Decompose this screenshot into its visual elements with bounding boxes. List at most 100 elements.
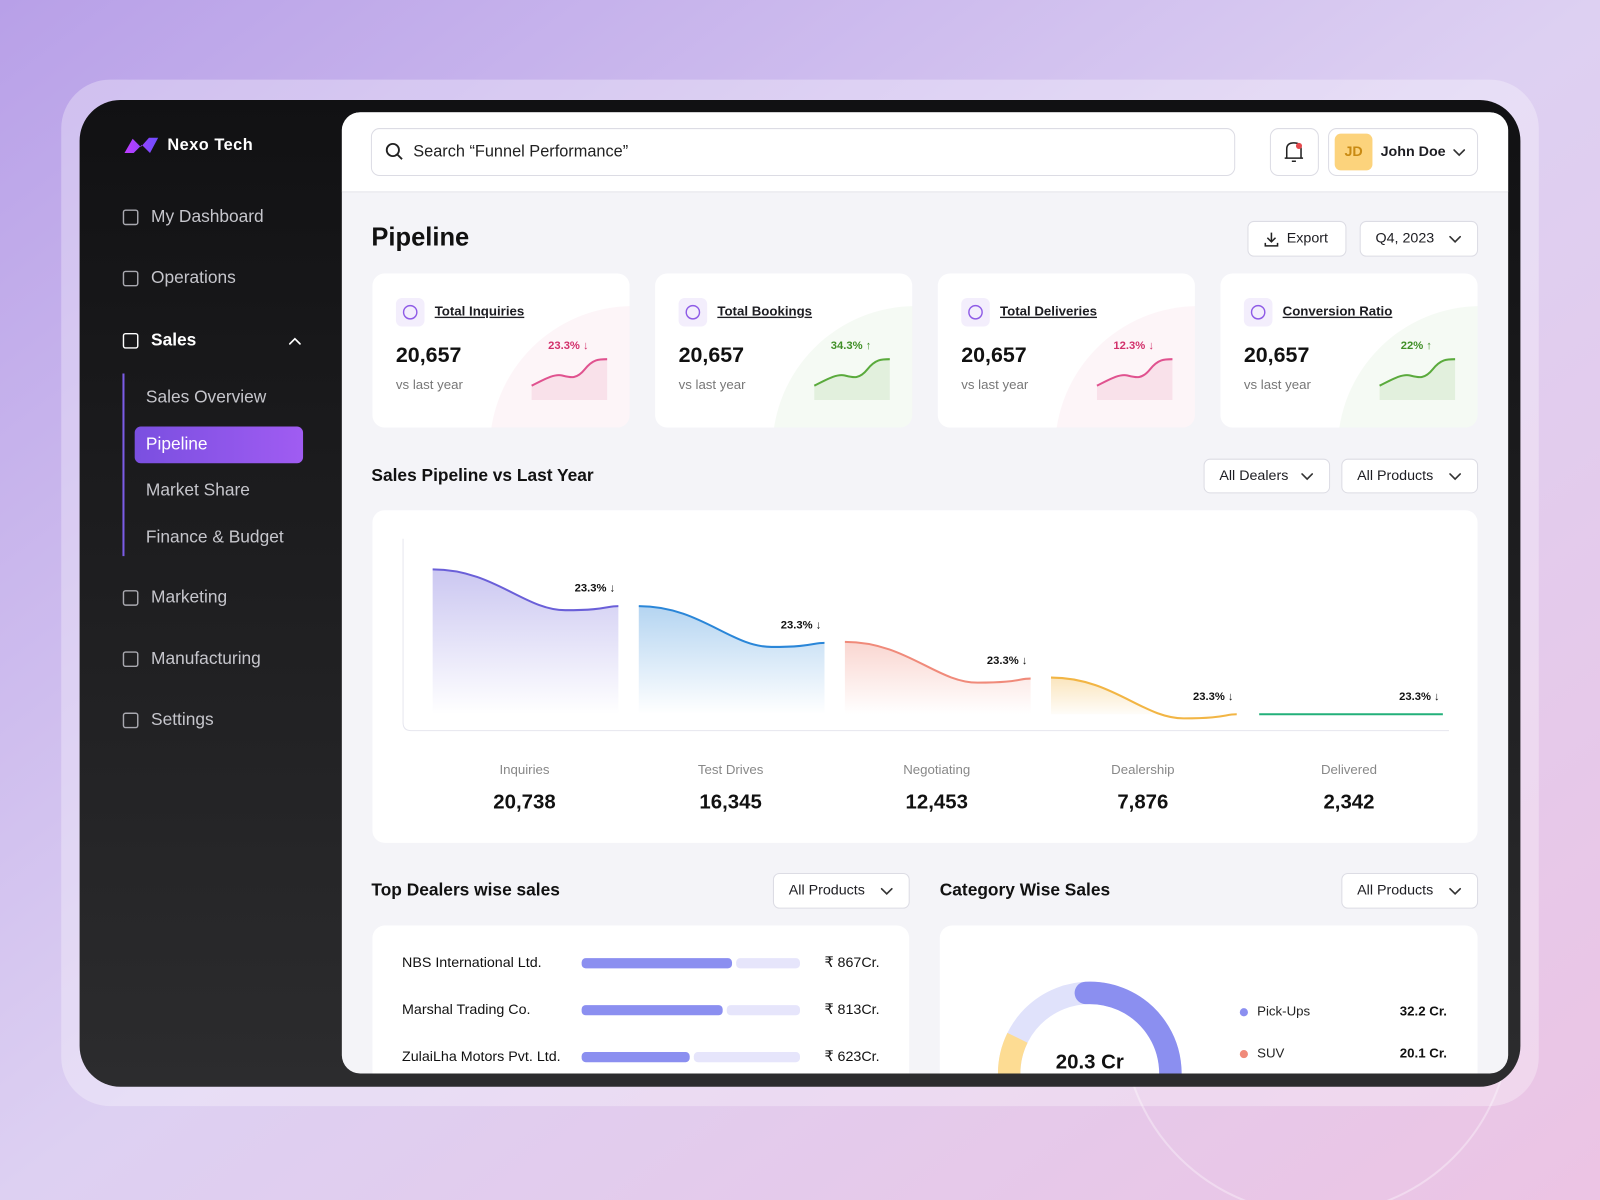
dropdown[interactable]: Q4, 2023 (1359, 220, 1479, 257)
funnel-change: 23.3% ↓ (781, 619, 822, 631)
stage-value: 7,876 (1117, 791, 1168, 813)
export-button[interactable] (1247, 220, 1347, 257)
stage-name: Delivered (1321, 762, 1377, 777)
sparkline (1096, 358, 1173, 387)
nav-item[interactable]: Operations (151, 267, 236, 287)
kpi-value: 20,657 (961, 343, 1026, 367)
kpi-comparison: vs last year (961, 377, 1029, 392)
category-card (939, 925, 1478, 1074)
nav-item[interactable]: My Dashboard (151, 206, 264, 226)
kpi-icon-bg (678, 297, 708, 327)
kpi-change: 22% ↑ (1401, 340, 1432, 352)
stage-name: Test Drives (698, 762, 764, 777)
dropdown-label: All Products (1357, 883, 1433, 899)
kpi-change: 12.3% ↓ (1113, 340, 1154, 352)
kpi-title[interactable]: Conversion Ratio (1283, 304, 1393, 319)
sidebar: My Dashboard Operations Sales Marketing Manu… (122, 206, 304, 729)
kpi-glow (1055, 306, 1195, 428)
bell-dot (1295, 142, 1303, 149)
search-icon (396, 153, 403, 160)
nav-icon (122, 209, 139, 226)
kpi-card (937, 273, 1195, 428)
submenu-item[interactable]: Market Share (146, 479, 250, 499)
funnel-area (638, 606, 825, 715)
dropdown-box[interactable] (772, 872, 910, 909)
nav-item[interactable]: Sales (151, 329, 196, 349)
dropdown[interactable]: All Products (1341, 872, 1479, 909)
dealer-value: ₹ 813Cr. (825, 1002, 880, 1018)
dealers-card (372, 925, 910, 1074)
kpi-icon (402, 304, 418, 320)
kpi-card (655, 273, 913, 428)
dealer-bar-rest (693, 1052, 800, 1063)
legend-name: SUV (1257, 1046, 1284, 1061)
kpi-glow (772, 306, 913, 428)
search-icon (385, 142, 400, 158)
dropdown-label: All Products (789, 883, 865, 899)
kpi-icon (685, 304, 701, 320)
dropdown[interactable]: All Dealers (1203, 458, 1331, 494)
donut-arc (1074, 981, 1182, 1074)
export-icon (1264, 232, 1279, 247)
submenu-item[interactable]: Sales Overview (146, 387, 267, 407)
dropdown-box[interactable] (1341, 872, 1479, 909)
stage-name: Negotiating (903, 762, 970, 777)
dropdown[interactable]: All Products (1341, 458, 1479, 494)
funnel-area (1051, 677, 1237, 719)
nav-item[interactable]: Settings (151, 709, 214, 729)
legend-name: Pick-Ups (1257, 1004, 1310, 1019)
nav-item[interactable]: Marketing (151, 587, 227, 607)
dropdown-box[interactable] (1359, 220, 1479, 257)
search-placeholder[interactable]: Search “Funnel Performance” (413, 142, 628, 160)
legend-value: 20.1 Cr. (1400, 1046, 1447, 1061)
dropdown-box[interactable] (1203, 458, 1331, 494)
search-box[interactable] (370, 128, 1236, 177)
funnel-line (844, 640, 1031, 684)
dropdown[interactable]: All Products (772, 872, 910, 909)
kpi-value: 20,657 (396, 343, 461, 367)
section-title: Top Dealers wise sales (371, 879, 559, 899)
notification-button[interactable] (1269, 128, 1319, 177)
nav-icon (122, 651, 139, 668)
sparkline-area (814, 359, 890, 400)
chevron (1449, 235, 1462, 243)
chevron (1449, 887, 1462, 896)
chevron (880, 887, 893, 896)
stage-value: 12,453 (906, 791, 968, 813)
kpi-icon (968, 304, 983, 320)
nav-icon (122, 332, 139, 349)
funnel-area (844, 641, 1031, 715)
chevron (1453, 149, 1466, 157)
chevron (1301, 473, 1314, 481)
dealer-bar-rest (726, 1005, 800, 1016)
kpi-glow (1337, 306, 1478, 428)
funnel-area (432, 569, 619, 715)
funnel-change: 23.3% ↓ (1399, 691, 1440, 703)
chevron (1449, 473, 1462, 481)
kpi-title[interactable]: Total Deliveries (1000, 304, 1097, 319)
funnel-line (432, 568, 619, 612)
dealer-bar-rest (736, 958, 800, 969)
legend-dot (1239, 1050, 1248, 1059)
kpi-icon-bg (961, 297, 990, 327)
nav-icon (122, 590, 139, 606)
dropdown-box[interactable] (1341, 458, 1479, 494)
section-title: Category Wise Sales (940, 879, 1110, 899)
funnel-axis (402, 538, 1449, 732)
dealer-name: ZulaiLha Motors Pvt. Ltd. (402, 1049, 561, 1065)
kpi-title[interactable]: Total Bookings (717, 304, 812, 319)
kpi-value: 20,657 (1244, 343, 1309, 367)
funnel-line (1051, 676, 1237, 720)
kpi-card (372, 273, 630, 428)
stage-value: 2,342 (1323, 791, 1374, 813)
kpi-change: 34.3% ↑ (831, 340, 872, 352)
submenu-item[interactable]: Pipeline (146, 433, 208, 453)
nav-item[interactable]: Manufacturing (151, 648, 261, 668)
kpi-icon (1250, 304, 1266, 320)
kpi-title[interactable]: Total Inquiries (435, 304, 525, 319)
submenu-item[interactable]: Finance & Budget (146, 526, 284, 546)
nav-icon (122, 712, 139, 729)
stage-value: 20,738 (493, 791, 555, 813)
dealer-name: NBS International Ltd. (402, 955, 542, 971)
